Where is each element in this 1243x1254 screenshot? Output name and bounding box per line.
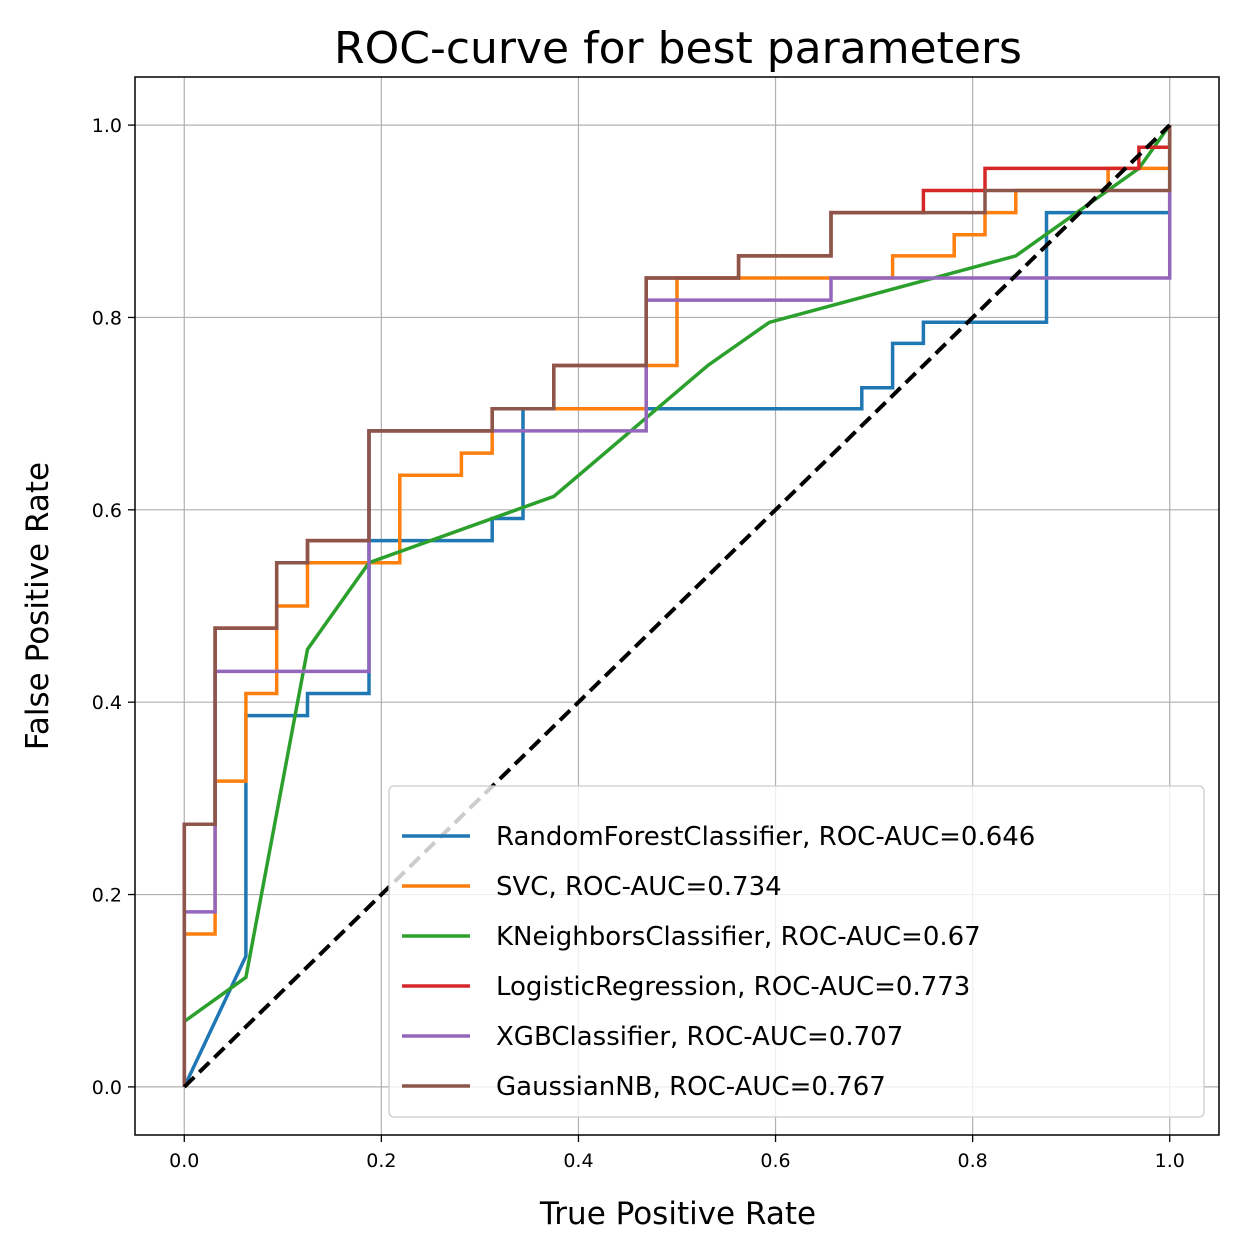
x-tick-label: 0.8 <box>958 1150 988 1172</box>
x-tick-label: 0.2 <box>366 1150 396 1172</box>
x-tick-label: 0.6 <box>760 1150 790 1172</box>
legend-label: SVC, ROC-AUC=0.734 <box>496 872 782 902</box>
legend-label: GaussianNB, ROC-AUC=0.767 <box>496 1072 886 1102</box>
legend-label: KNeighborsClassifier, ROC-AUC=0.67 <box>496 922 981 952</box>
roc-series-line <box>182 125 1172 1087</box>
x-tick-label: 0.0 <box>169 1150 199 1172</box>
y-tick-label: 0.4 <box>92 692 122 714</box>
series-lines <box>182 123 1172 1089</box>
x-axis-label: True Positive Rate <box>539 1196 816 1232</box>
legend: RandomForestClassifier, ROC-AUC=0.646 SVC… <box>388 785 1205 1118</box>
roc-series-line <box>182 125 1172 1087</box>
x-tick-label: 1.0 <box>1155 1150 1185 1172</box>
y-axis-label: False Positive Rate <box>20 462 56 750</box>
y-tick-label: 0.6 <box>92 500 122 522</box>
legend-box <box>388 785 1205 1118</box>
chart-title: ROC-curve for best parameters <box>334 23 1022 74</box>
y-tick-label: 0.8 <box>92 307 122 329</box>
roc-series-line <box>182 190 1172 1087</box>
y-tick-label: 1.0 <box>92 115 122 137</box>
plot-frame <box>134 76 1220 1136</box>
y-tick-label: 0.0 <box>92 1077 122 1099</box>
legend-label: XGBClassifier, ROC-AUC=0.707 <box>496 1022 903 1052</box>
x-tick-label: 0.4 <box>563 1150 593 1172</box>
legend-label: RandomForestClassifier, ROC-AUC=0.646 <box>496 822 1035 852</box>
chance-diagonal-line <box>182 123 1172 1089</box>
y-tick-label: 0.2 <box>92 885 122 907</box>
legend-label: LogisticRegression, ROC-AUC=0.773 <box>496 972 970 1002</box>
axis-ticks: 0.0 0.2 0.4 0.6 0.8 1.0 0.0 0.2 0.4 0.6 0.8 1.0 <box>92 115 1185 1172</box>
